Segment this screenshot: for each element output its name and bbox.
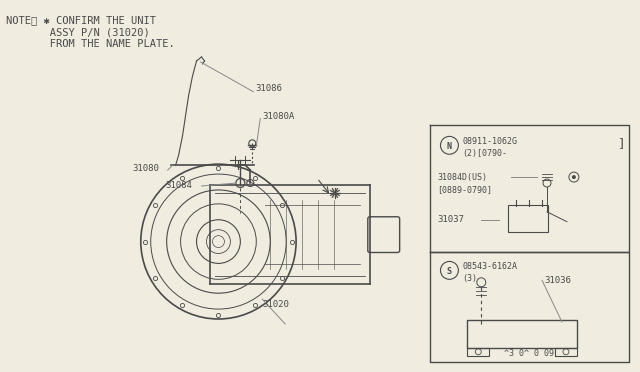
Text: 31080A: 31080A xyxy=(262,112,294,121)
Text: 31084: 31084 xyxy=(166,180,193,189)
Text: 31080: 31080 xyxy=(133,164,160,173)
Text: 31084D(US): 31084D(US) xyxy=(438,173,488,182)
Text: (2)[0790-: (2)[0790- xyxy=(462,149,508,158)
Text: N: N xyxy=(447,142,452,151)
Text: FROM THE NAME PLATE.: FROM THE NAME PLATE. xyxy=(6,39,175,49)
Text: (3): (3) xyxy=(462,274,477,283)
Text: 08543-6162A: 08543-6162A xyxy=(462,262,517,271)
Text: [0889-0790]: [0889-0790] xyxy=(438,186,493,195)
Text: NOTE） ✱ CONFIRM THE UNIT: NOTE） ✱ CONFIRM THE UNIT xyxy=(6,15,156,25)
Circle shape xyxy=(572,175,576,179)
Text: 31020: 31020 xyxy=(262,299,289,309)
Text: ^3 0^ 0 09: ^3 0^ 0 09 xyxy=(504,349,554,358)
Text: 31037: 31037 xyxy=(438,215,465,224)
Text: ]: ] xyxy=(619,137,623,150)
Text: 31086: 31086 xyxy=(255,84,282,93)
Text: S: S xyxy=(447,267,452,276)
Text: 31036: 31036 xyxy=(544,276,571,285)
Text: 08911-1062G: 08911-1062G xyxy=(462,137,517,146)
Text: ASSY P/N (31020): ASSY P/N (31020) xyxy=(6,27,150,37)
